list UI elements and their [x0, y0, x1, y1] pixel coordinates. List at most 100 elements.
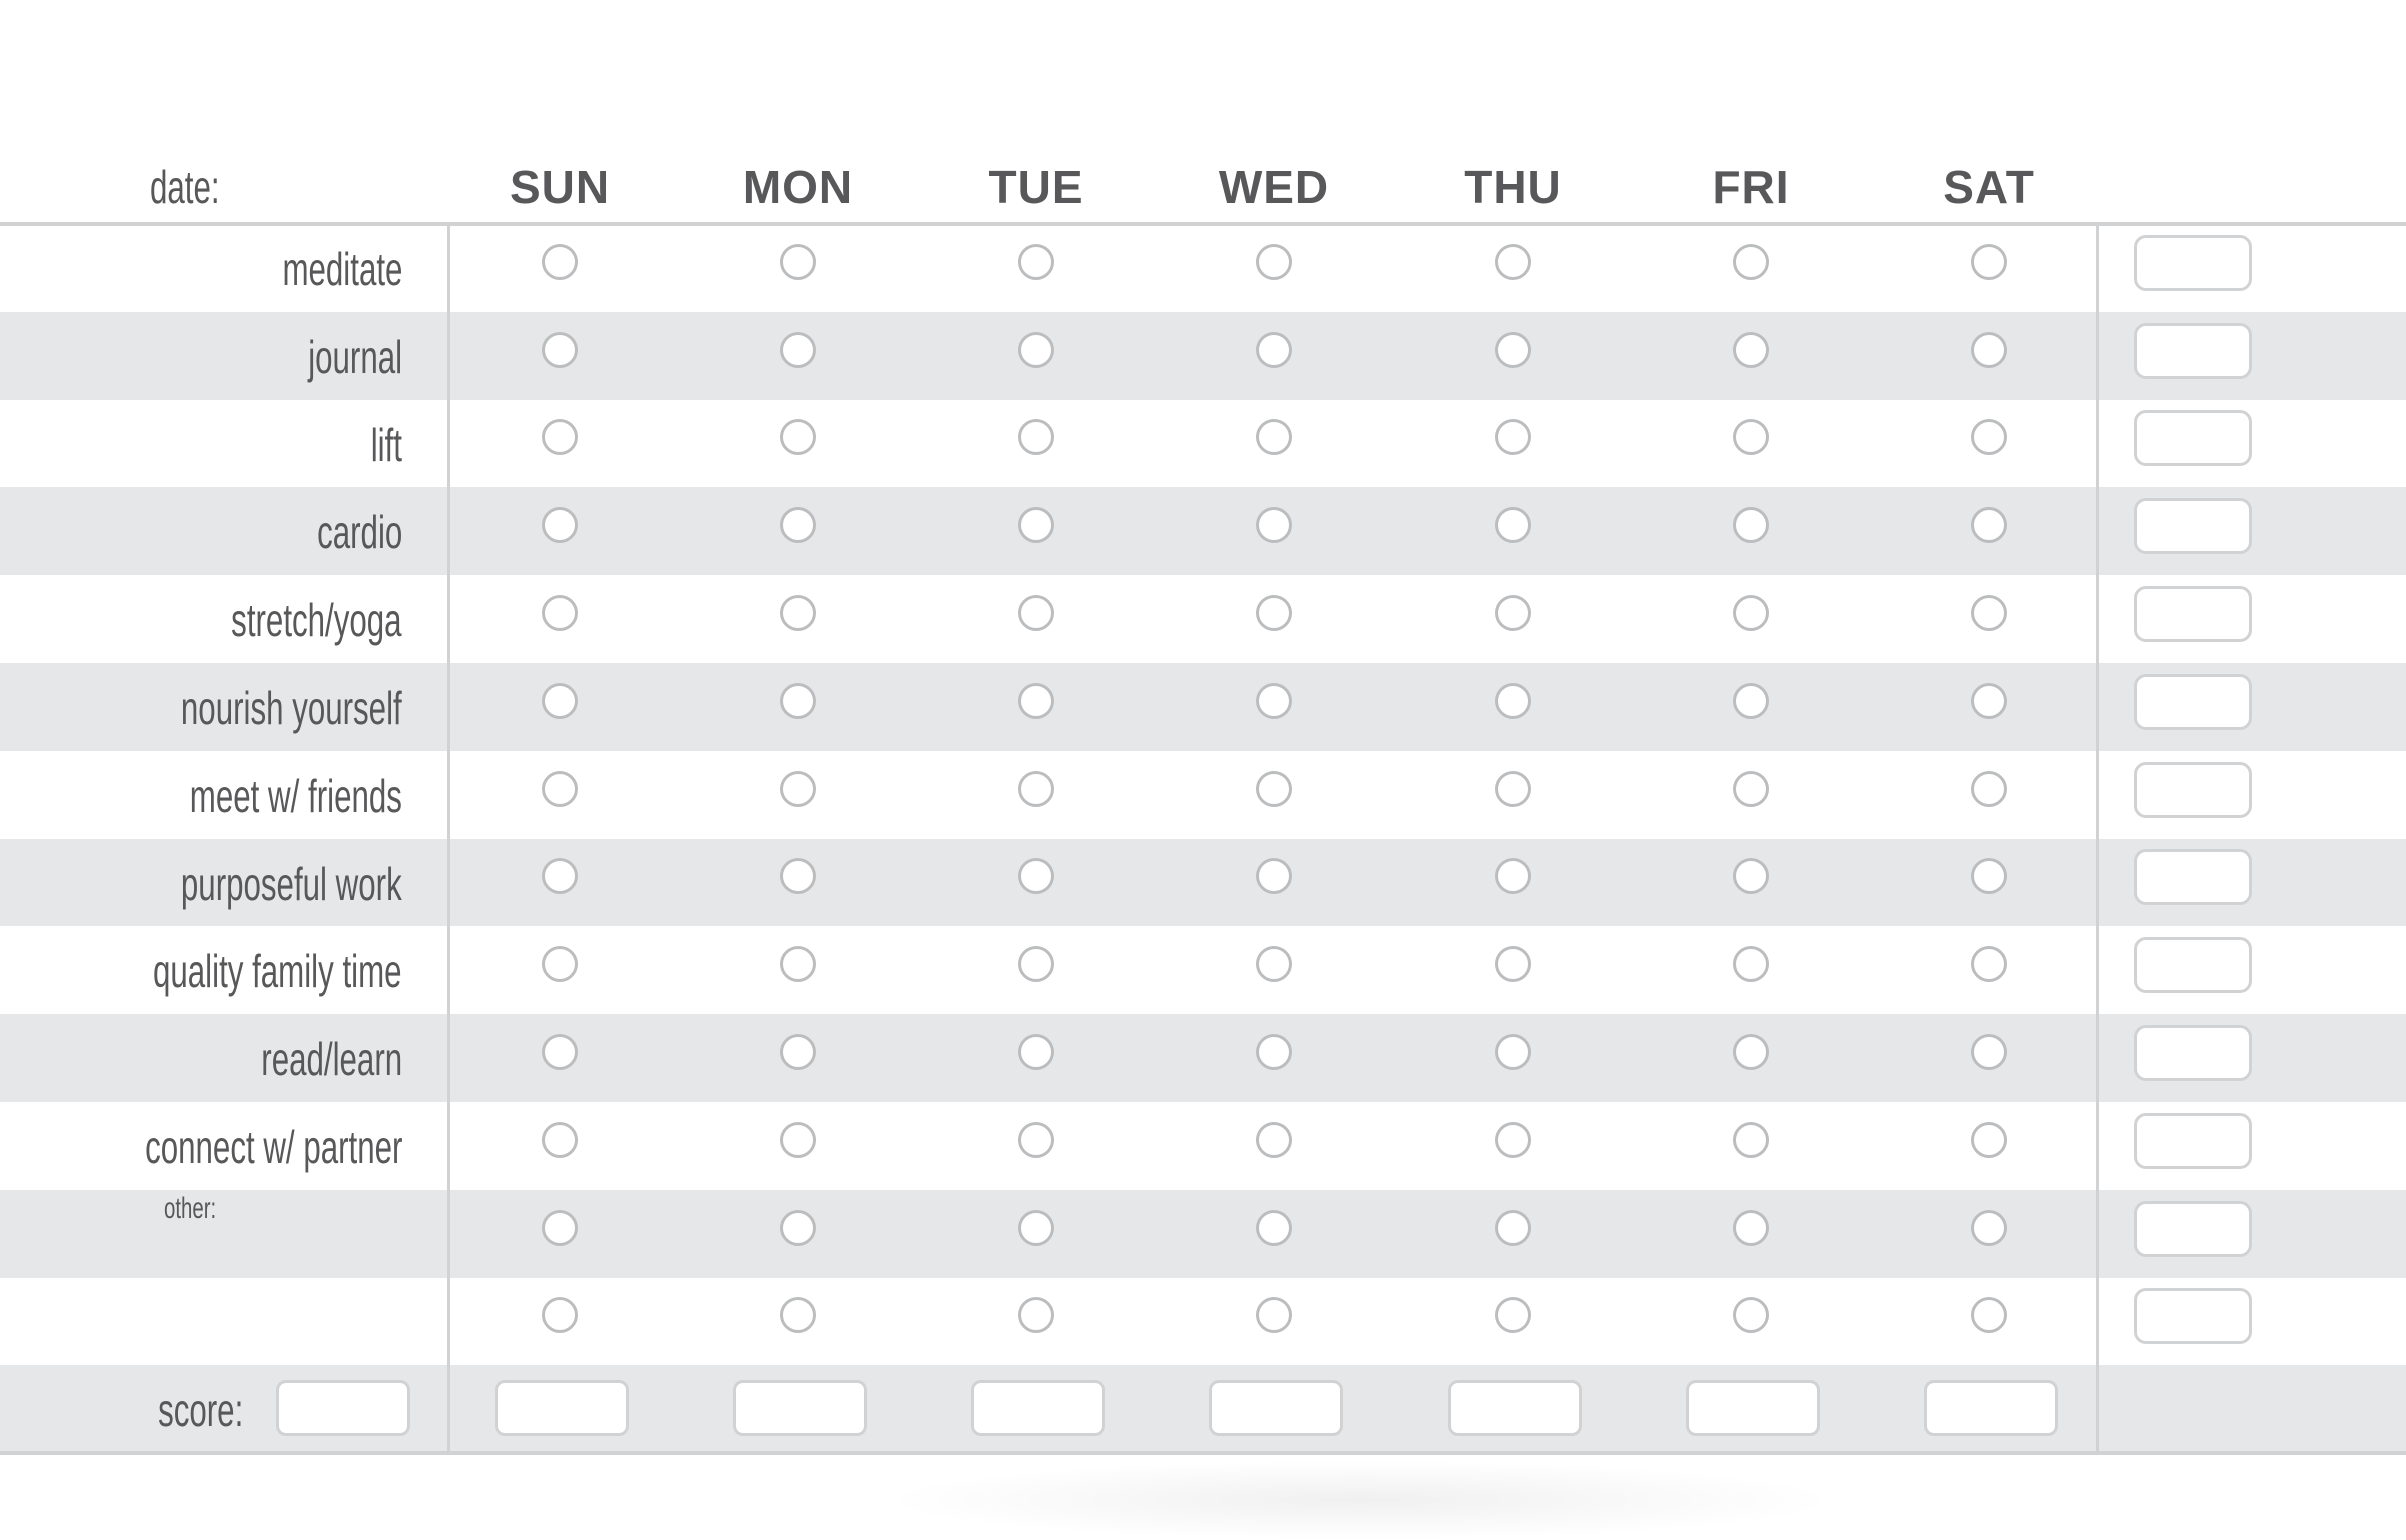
day-checkbox-sat[interactable] [1971, 331, 2007, 368]
day-checkbox-thu[interactable] [1495, 858, 1531, 895]
day-checkbox-fri[interactable] [1733, 682, 1769, 719]
day-checkbox-tue[interactable] [1018, 858, 1054, 895]
day-checkbox-fri[interactable] [1733, 946, 1769, 983]
day-checkbox-wed[interactable] [1256, 243, 1292, 280]
day-checkbox-mon[interactable] [780, 243, 816, 280]
day-checkbox-mon[interactable] [780, 331, 816, 368]
day-checkbox-fri[interactable] [1733, 595, 1769, 632]
day-checkbox-mon[interactable] [780, 507, 816, 544]
score-field-mon[interactable] [733, 1380, 867, 1437]
day-checkbox-wed[interactable] [1256, 1121, 1292, 1158]
day-checkbox-tue[interactable] [1018, 946, 1054, 983]
day-checkbox-thu[interactable] [1495, 682, 1531, 719]
day-checkbox-sat[interactable] [1971, 770, 2007, 807]
habit-total-field[interactable] [2134, 498, 2252, 555]
day-checkbox-mon[interactable] [780, 1121, 816, 1158]
day-checkbox-thu[interactable] [1495, 1121, 1531, 1158]
day-checkbox-thu[interactable] [1495, 946, 1531, 983]
day-checkbox-thu[interactable] [1495, 1034, 1531, 1071]
day-checkbox-wed[interactable] [1256, 595, 1292, 632]
day-checkbox-tue[interactable] [1018, 1121, 1054, 1158]
day-checkbox-sun[interactable] [542, 946, 578, 983]
day-checkbox-mon[interactable] [780, 858, 816, 895]
day-checkbox-mon[interactable] [780, 1034, 816, 1071]
day-checkbox-thu[interactable] [1495, 595, 1531, 632]
habit-total-field[interactable] [2134, 586, 2252, 643]
score-field-tue[interactable] [971, 1380, 1105, 1437]
day-checkbox-sat[interactable] [1971, 419, 2007, 456]
day-checkbox-tue[interactable] [1018, 331, 1054, 368]
day-checkbox-wed[interactable] [1256, 331, 1292, 368]
habit-total-field[interactable] [2134, 1112, 2252, 1169]
day-checkbox-sun[interactable] [542, 770, 578, 807]
day-checkbox-mon[interactable] [780, 419, 816, 456]
day-checkbox-sat[interactable] [1971, 243, 2007, 280]
day-checkbox-mon[interactable] [780, 946, 816, 983]
habit-total-field[interactable] [2134, 1200, 2252, 1257]
day-checkbox-sun[interactable] [542, 507, 578, 544]
score-field-sun[interactable] [495, 1380, 629, 1437]
day-checkbox-thu[interactable] [1495, 331, 1531, 368]
score-field-wed[interactable] [1209, 1380, 1343, 1437]
day-checkbox-sun[interactable] [542, 1034, 578, 1071]
habit-total-field[interactable] [2134, 937, 2252, 994]
day-checkbox-mon[interactable] [780, 1209, 816, 1246]
day-checkbox-sun[interactable] [542, 682, 578, 719]
day-checkbox-wed[interactable] [1256, 1209, 1292, 1246]
day-checkbox-sat[interactable] [1971, 682, 2007, 719]
day-checkbox-sun[interactable] [542, 1209, 578, 1246]
day-checkbox-fri[interactable] [1733, 770, 1769, 807]
day-checkbox-sat[interactable] [1971, 858, 2007, 895]
day-checkbox-wed[interactable] [1256, 507, 1292, 544]
day-checkbox-tue[interactable] [1018, 595, 1054, 632]
day-checkbox-fri[interactable] [1733, 1121, 1769, 1158]
habit-total-field[interactable] [2134, 1025, 2252, 1082]
day-checkbox-fri[interactable] [1733, 858, 1769, 895]
day-checkbox-sun[interactable] [542, 1297, 578, 1334]
score-total-field[interactable] [276, 1380, 410, 1437]
day-checkbox-thu[interactable] [1495, 243, 1531, 280]
day-checkbox-mon[interactable] [780, 1297, 816, 1334]
day-checkbox-wed[interactable] [1256, 1297, 1292, 1334]
day-checkbox-sat[interactable] [1971, 1034, 2007, 1071]
day-checkbox-tue[interactable] [1018, 1034, 1054, 1071]
habit-total-field[interactable] [2134, 322, 2252, 379]
day-checkbox-sun[interactable] [542, 595, 578, 632]
score-field-sat[interactable] [1924, 1380, 2058, 1437]
day-checkbox-mon[interactable] [780, 595, 816, 632]
day-checkbox-wed[interactable] [1256, 858, 1292, 895]
day-checkbox-fri[interactable] [1733, 1209, 1769, 1246]
day-checkbox-sun[interactable] [542, 1121, 578, 1158]
day-checkbox-mon[interactable] [780, 770, 816, 807]
day-checkbox-wed[interactable] [1256, 1034, 1292, 1071]
day-checkbox-sat[interactable] [1971, 1297, 2007, 1334]
day-checkbox-fri[interactable] [1733, 1297, 1769, 1334]
day-checkbox-thu[interactable] [1495, 770, 1531, 807]
day-checkbox-wed[interactable] [1256, 419, 1292, 456]
day-checkbox-thu[interactable] [1495, 1297, 1531, 1334]
day-checkbox-tue[interactable] [1018, 1209, 1054, 1246]
day-checkbox-tue[interactable] [1018, 682, 1054, 719]
day-checkbox-fri[interactable] [1733, 1034, 1769, 1071]
day-checkbox-sat[interactable] [1971, 946, 2007, 983]
habit-total-field[interactable] [2134, 234, 2252, 291]
day-checkbox-tue[interactable] [1018, 507, 1054, 544]
day-checkbox-tue[interactable] [1018, 1297, 1054, 1334]
habit-total-field[interactable] [2134, 849, 2252, 906]
day-checkbox-sat[interactable] [1971, 1209, 2007, 1246]
day-checkbox-sat[interactable] [1971, 595, 2007, 632]
day-checkbox-wed[interactable] [1256, 946, 1292, 983]
day-checkbox-sat[interactable] [1971, 507, 2007, 544]
day-checkbox-thu[interactable] [1495, 419, 1531, 456]
day-checkbox-sat[interactable] [1971, 1121, 2007, 1158]
day-checkbox-fri[interactable] [1733, 419, 1769, 456]
day-checkbox-thu[interactable] [1495, 507, 1531, 544]
day-checkbox-wed[interactable] [1256, 682, 1292, 719]
day-checkbox-sun[interactable] [542, 243, 578, 280]
day-checkbox-sun[interactable] [542, 858, 578, 895]
day-checkbox-fri[interactable] [1733, 507, 1769, 544]
habit-total-field[interactable] [2134, 1288, 2252, 1345]
day-checkbox-wed[interactable] [1256, 770, 1292, 807]
day-checkbox-fri[interactable] [1733, 331, 1769, 368]
habit-total-field[interactable] [2134, 410, 2252, 467]
